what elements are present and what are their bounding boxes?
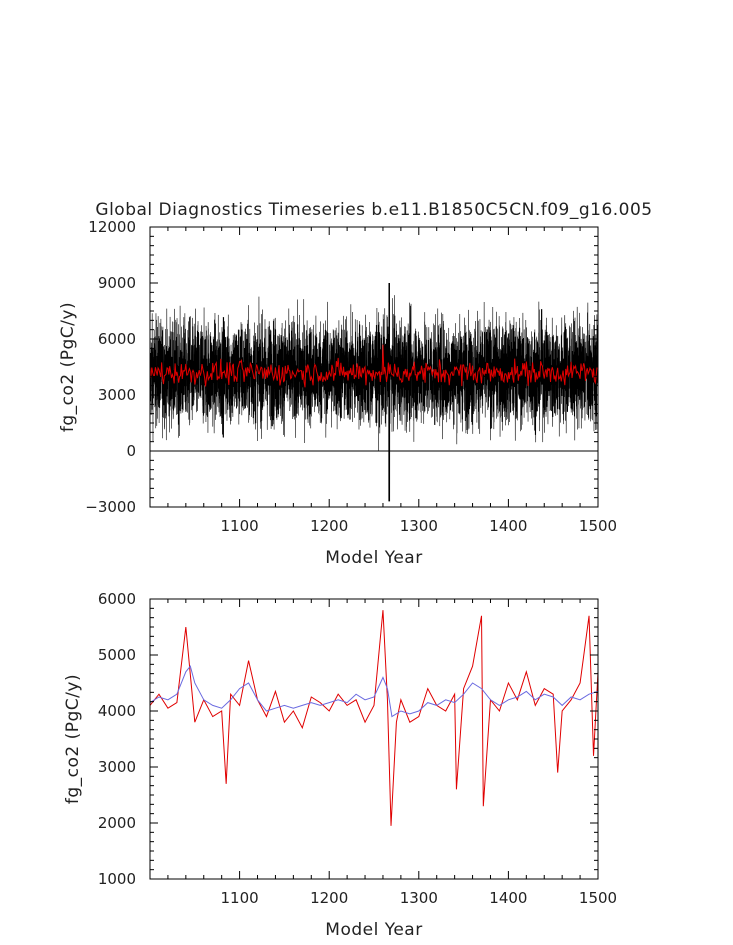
series-line-1 <box>150 344 598 388</box>
plot-frame <box>149 598 599 880</box>
y-tick-label: 3000 <box>98 386 136 404</box>
x-tick-label: 1100 <box>221 889 259 907</box>
x-tick-label: 1300 <box>400 889 438 907</box>
y-tick-label: 2000 <box>98 814 136 832</box>
x-tick-label: 1200 <box>310 889 348 907</box>
y-axis-label: fg_co2 (PgC/y) <box>63 674 83 804</box>
x-tick-label: 1400 <box>489 517 527 535</box>
x-tick-label: 1500 <box>579 889 617 907</box>
chart-title: Global Diagnostics Timeseries b.e11.B185… <box>95 200 652 220</box>
chart-panel-bottom: 1100 1200 1300 1400 1500 1000 2000 3000 4000 5000… <box>63 590 617 940</box>
x-tick-label: 1300 <box>400 517 438 535</box>
y-tick-label: 3000 <box>98 758 136 776</box>
y-tick-label: 12000 <box>88 218 136 236</box>
chart-panel-top: 1100 1200 1300 1400 1500 −3000 0 3000 6000 9000 12… <box>58 218 617 568</box>
y-tick-label: 9000 <box>98 274 136 292</box>
series-line-1 <box>150 665 598 718</box>
y-tick-label: 5000 <box>98 646 136 664</box>
y-tick-label: 1000 <box>98 870 136 888</box>
y-axis-label: fg_co2 (PgC/y) <box>58 302 78 432</box>
x-tick-label: 1100 <box>221 517 259 535</box>
y-tick-label: −3000 <box>85 498 136 516</box>
y-tick-label: 6000 <box>98 590 136 608</box>
series-line-0 <box>150 610 598 826</box>
y-tick-label: 4000 <box>98 702 136 720</box>
series-line-0 <box>150 282 598 502</box>
x-tick-label: 1500 <box>579 517 617 535</box>
y-tick-label: 6000 <box>98 330 136 348</box>
x-axis-label: Model Year <box>325 548 422 568</box>
y-tick-label: 0 <box>126 442 136 460</box>
x-axis-label: Model Year <box>325 920 422 940</box>
x-tick-label: 1200 <box>310 517 348 535</box>
x-tick-label: 1400 <box>489 889 527 907</box>
